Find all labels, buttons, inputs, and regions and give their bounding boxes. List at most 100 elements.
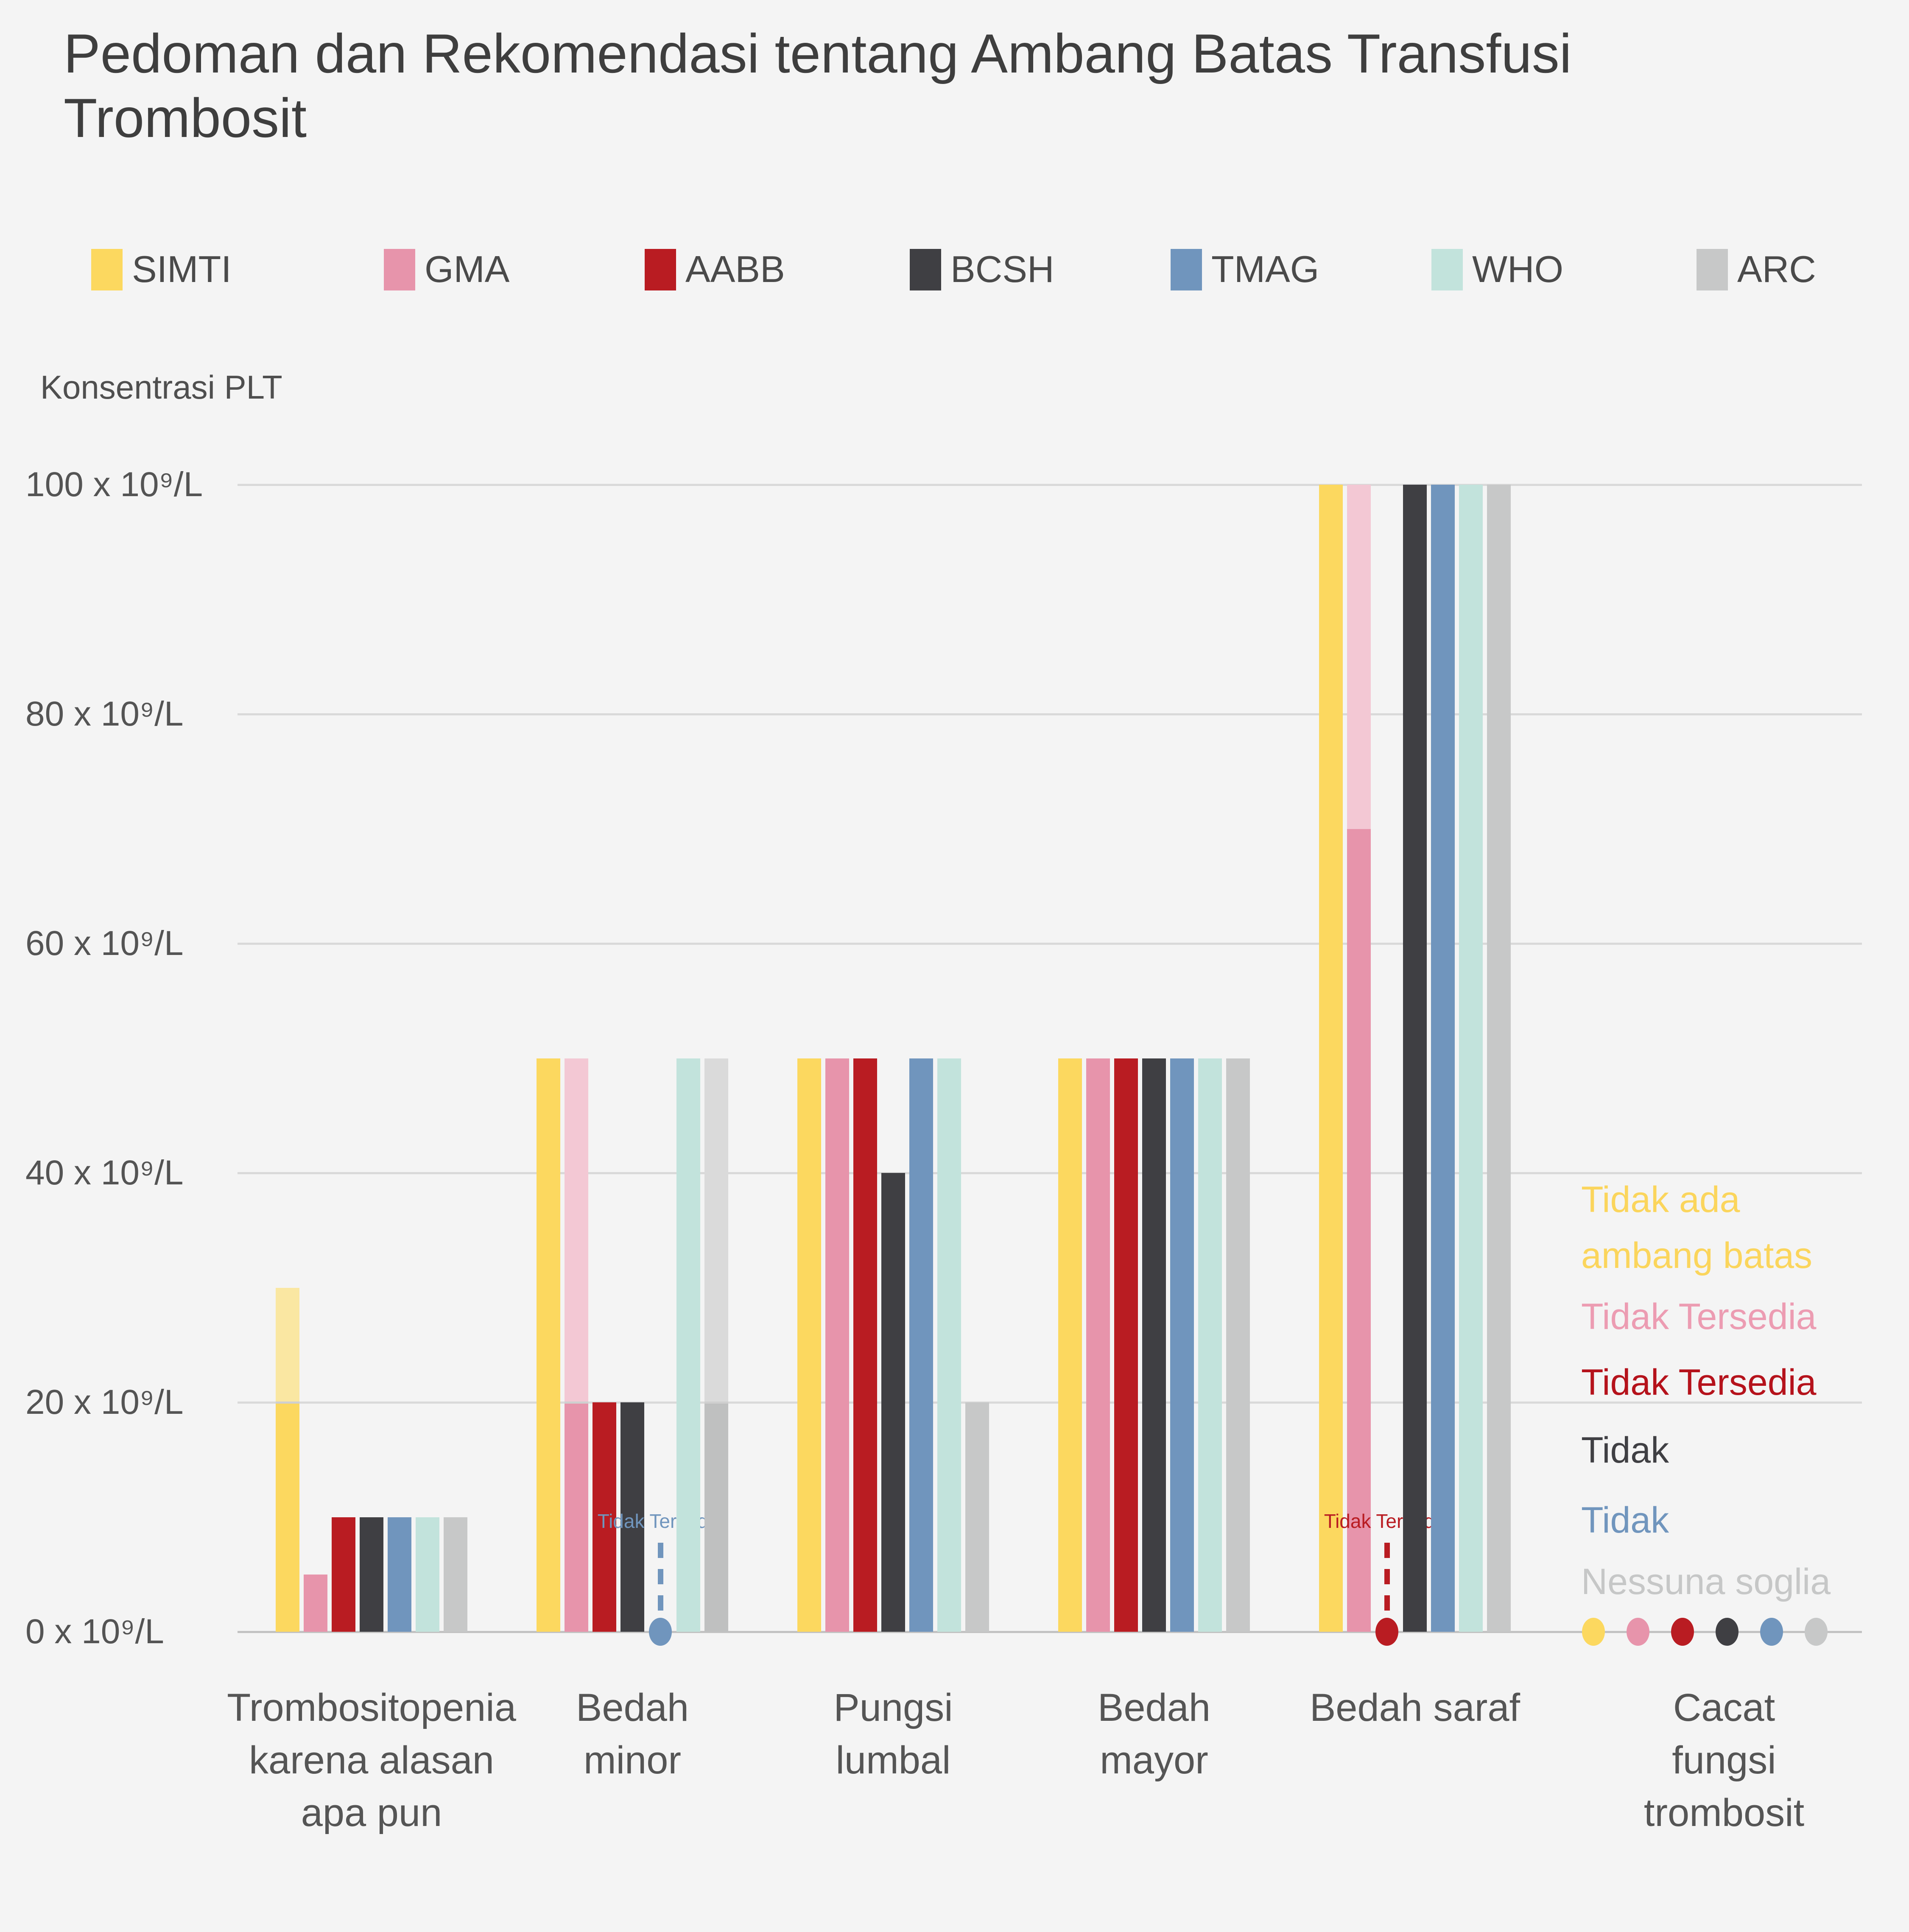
- bar-who-category-0: [416, 1517, 439, 1632]
- legend: SIMTI GMA AABB BCSH TMAG WHO ARC: [0, 248, 1909, 293]
- bar-arc-category-2: [965, 1402, 989, 1632]
- legend-swatch-simti-icon: [91, 249, 123, 290]
- bar-gma-category-2: [825, 1058, 849, 1632]
- bar-simti-category-4: [1319, 485, 1343, 1632]
- y-tick-0: 0 x 10⁹/L: [25, 1612, 164, 1651]
- bar-who-category-2: [937, 1058, 961, 1632]
- bar-gma-category-4: [1347, 485, 1371, 1632]
- bar-aabb-category-1: [593, 1402, 616, 1632]
- gridline-20: [238, 1402, 1862, 1404]
- x-label-2: Pungsi lumbal: [833, 1686, 953, 1782]
- x-label-1: Bedah minor: [576, 1686, 689, 1782]
- gridline-80: [238, 713, 1862, 715]
- y-tick-100: 100 x 10⁹/L: [25, 465, 203, 504]
- bar-gma-category-3: [1086, 1058, 1110, 1632]
- x-label-4: Bedah saraf: [1309, 1686, 1520, 1729]
- not-available-note-tmag-1: Tidak Tersedia: [597, 1510, 724, 1532]
- bar-bcsh-category-3: [1142, 1058, 1166, 1632]
- y-axis-title: Konsentrasi PLT: [40, 369, 282, 406]
- no-threshold-dot-arc: [1805, 1618, 1828, 1646]
- not-available-dashed-line-tmag-1: [658, 1543, 663, 1619]
- bar-gma-category-0: [304, 1574, 327, 1632]
- no-threshold-dot-simti: [1582, 1618, 1605, 1646]
- bar-split-divider: [565, 1402, 588, 1404]
- bar-segment-lower: [704, 1402, 728, 1632]
- bar-tmag-category-2: [909, 1058, 933, 1632]
- no-threshold-note-gma: Tidak Tersedia: [1581, 1296, 1817, 1337]
- no-threshold-dot-bcsh: [1716, 1618, 1739, 1646]
- bar-tmag-category-4: [1431, 485, 1455, 1632]
- bar-simti-category-3: [1058, 1058, 1082, 1632]
- bar-bcsh-category-1: [620, 1402, 644, 1632]
- page-title: Pedoman dan Rekomendasi tentang Ambang B…: [64, 21, 1572, 150]
- not-available-dashed-line-aabb-4: [1384, 1543, 1390, 1619]
- page-title-line1: Pedoman dan Rekomendasi tentang Ambang B…: [64, 22, 1572, 84]
- gridline-100: [238, 484, 1862, 486]
- bar-tmag-category-3: [1170, 1058, 1194, 1632]
- bar-tmag-category-0: [388, 1517, 411, 1632]
- bar-segment-upper: [1347, 485, 1371, 829]
- bar-gma-category-1: [565, 1058, 588, 1632]
- page-title-line2: Trombosit: [64, 87, 307, 149]
- legend-swatch-aabb-icon: [645, 249, 676, 290]
- x-label-3: Bedah mayor: [1097, 1686, 1211, 1782]
- not-available-dot-aabb-4: [1375, 1618, 1398, 1646]
- no-threshold-note-arc: Nessuna soglia: [1581, 1561, 1831, 1602]
- bar-segment-lower: [1347, 829, 1371, 1632]
- y-tick-80: 80 x 10⁹/L: [25, 695, 184, 733]
- bar-arc-category-3: [1226, 1058, 1250, 1632]
- no-threshold-note-bcsh: Tidak: [1581, 1430, 1669, 1471]
- legend-label-gma: GMA: [425, 248, 510, 290]
- y-tick-40: 40 x 10⁹/L: [25, 1153, 184, 1192]
- bar-arc-category-1: [704, 1058, 728, 1632]
- no-threshold-dot-tmag: [1760, 1618, 1783, 1646]
- y-tick-60: 60 x 10⁹/L: [25, 924, 184, 963]
- x-label-5: Cacat fungsi trombosit: [1643, 1686, 1805, 1834]
- x-label-0: Trombositopenia karena alasan apa pun: [227, 1686, 516, 1834]
- legend-label-bcsh: BCSH: [950, 248, 1054, 290]
- gridline-60: [238, 943, 1862, 945]
- bar-segment-upper: [565, 1058, 588, 1402]
- not-available-dot-tmag-1: [649, 1618, 672, 1646]
- bar-arc-category-4: [1487, 485, 1511, 1632]
- bar-aabb-category-0: [332, 1517, 355, 1632]
- bar-simti-category-1: [537, 1058, 560, 1632]
- legend-label-arc: ARC: [1737, 248, 1816, 290]
- gridline-40: [238, 1172, 1862, 1174]
- no-threshold-dot-gma: [1627, 1618, 1649, 1646]
- legend-swatch-tmag-icon: [1171, 249, 1202, 290]
- bar-bcsh-category-0: [360, 1517, 383, 1632]
- no-threshold-note-simti: Tidak ada ambang batas: [1581, 1179, 1813, 1276]
- legend-label-who: WHO: [1472, 248, 1564, 290]
- no-threshold-note-aabb: Tidak Tersedia: [1581, 1362, 1817, 1403]
- legend-label-simti: SIMTI: [132, 248, 232, 290]
- bar-arc-category-0: [444, 1517, 467, 1632]
- bar-bcsh-category-4: [1403, 485, 1427, 1632]
- bar-segment-lower: [276, 1402, 299, 1632]
- bar-simti-category-2: [797, 1058, 821, 1632]
- no-threshold-dot-aabb: [1671, 1618, 1694, 1646]
- legend-swatch-gma-icon: [384, 249, 415, 290]
- bar-who-category-3: [1198, 1058, 1222, 1632]
- bar-who-category-4: [1459, 485, 1483, 1632]
- legend-label-aabb: AABB: [685, 248, 785, 290]
- legend-swatch-arc-icon: [1697, 249, 1728, 290]
- legend-swatch-who-icon: [1431, 249, 1463, 290]
- bar-aabb-category-3: [1114, 1058, 1138, 1632]
- gridline-0: [238, 1631, 1862, 1633]
- bar-split-divider: [704, 1402, 728, 1404]
- legend-swatch-bcsh-icon: [910, 249, 941, 290]
- bar-simti-category-0: [276, 1287, 299, 1632]
- bar-segment-upper: [276, 1287, 299, 1402]
- bar-who-category-1: [676, 1058, 700, 1632]
- legend-label-tmag: TMAG: [1211, 248, 1319, 290]
- bar-bcsh-category-2: [881, 1173, 905, 1632]
- bar-aabb-category-2: [853, 1058, 877, 1632]
- bar-segment-upper: [704, 1058, 728, 1402]
- not-available-note-aabb-4: Tidak Tersedia: [1324, 1510, 1450, 1532]
- bar-segment-lower: [565, 1402, 588, 1632]
- no-threshold-note-tmag: Tidak: [1581, 1500, 1669, 1541]
- bar-split-divider: [276, 1402, 299, 1404]
- y-tick-20: 20 x 10⁹/L: [25, 1383, 184, 1421]
